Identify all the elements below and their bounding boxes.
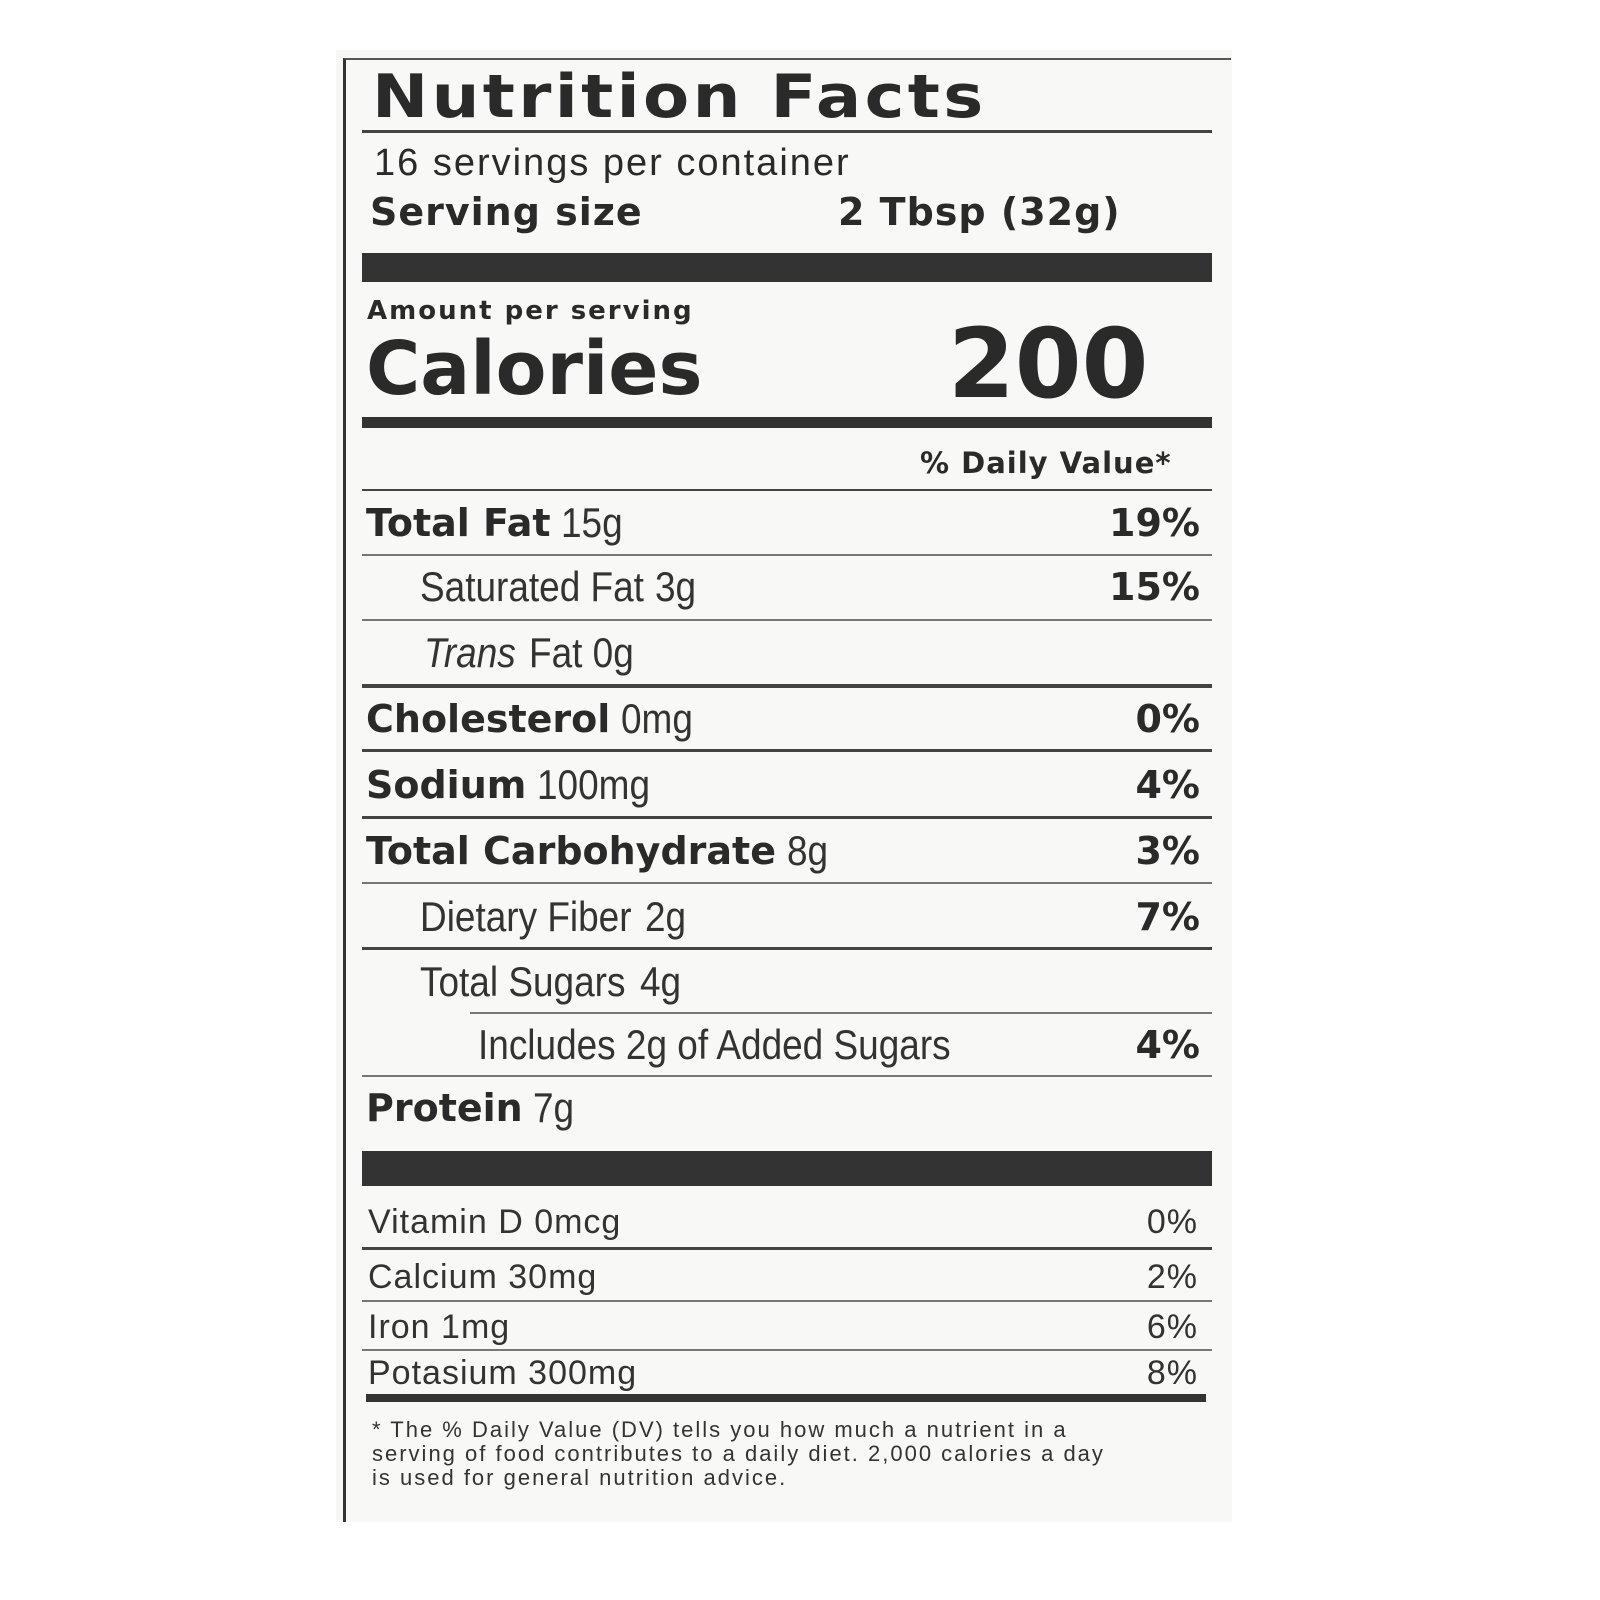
label-title: Nutrition Facts xyxy=(372,62,987,132)
nutrient-row-total-sugars: Total Sugars 4g xyxy=(420,957,1200,1007)
divider xyxy=(362,882,1212,884)
nutrient-amount: 4g xyxy=(640,958,682,1005)
nutrient-name: Includes 2g of Added Sugars xyxy=(478,1021,951,1068)
nutrient-row-trans-fat: Trans Fat 0g xyxy=(424,628,1200,678)
divider xyxy=(362,619,1212,621)
nutrient-amount: 100mg xyxy=(536,761,650,808)
nutrient-row-total-carbohydrate: Total Carbohydrate 8g 3% xyxy=(366,826,1200,876)
nutrient-row-cholesterol: Cholesterol 0mg 0% xyxy=(366,694,1200,744)
nutrient-dv: 7% xyxy=(1135,895,1200,939)
divider xyxy=(362,489,1212,491)
divider xyxy=(362,684,1212,688)
divider xyxy=(362,130,1212,133)
nutrient-amount: 0mg xyxy=(620,695,693,742)
thick-divider xyxy=(362,253,1212,282)
nutrient-amount: 2g xyxy=(644,893,687,940)
divider xyxy=(362,1247,1212,1250)
nutrient-name: Dietary Fiber xyxy=(420,893,632,940)
footnote: * The % Daily Value (DV) tells you how m… xyxy=(372,1417,1105,1490)
vitamin-row: Potasium 300mg 8% xyxy=(368,1354,1198,1393)
medium-divider xyxy=(362,417,1212,428)
calories-label: Calories xyxy=(366,326,703,412)
divider xyxy=(362,947,1212,950)
nutrient-dv: 19% xyxy=(1109,501,1200,545)
nutrient-dv: 4% xyxy=(1135,763,1200,807)
nutrient-name: Trans xyxy=(424,629,516,676)
divider xyxy=(362,749,1212,752)
nutrient-name: Saturated Fat xyxy=(420,563,644,610)
nutrient-name: Sodium xyxy=(366,763,527,807)
nutrition-facts-panel xyxy=(343,58,1231,1522)
nutrient-row-protein: Protein 7g xyxy=(366,1083,1200,1133)
serving-size-value: 2 Tbsp (32g) xyxy=(838,190,1121,234)
vitamin-row: Iron 1mg 6% xyxy=(368,1308,1198,1347)
nutrient-name: Total Carbohydrate xyxy=(366,829,776,873)
nutrient-name: Protein xyxy=(366,1086,523,1130)
nutrient-row-dietary-fiber: Dietary Fiber 2g 7% xyxy=(420,892,1200,942)
divider xyxy=(362,816,1212,819)
vitamin-dv: 8% xyxy=(1146,1354,1198,1392)
nutrient-dv: 3% xyxy=(1135,829,1200,873)
nutrient-row-saturated-fat: Saturated Fat 3g 15% xyxy=(420,562,1200,612)
daily-value-header: % Daily Value* xyxy=(920,446,1172,480)
vitamin-name: Potasium 300mg xyxy=(368,1354,638,1392)
nutrient-amount: 8g xyxy=(786,827,828,874)
nutrient-amount: 15g xyxy=(561,499,623,546)
nutrient-amount: Fat 0g xyxy=(528,629,634,676)
vitamin-name: Calcium 30mg xyxy=(368,1258,598,1296)
vitamin-name: Iron 1mg xyxy=(368,1308,511,1346)
vitamin-row: Calcium 30mg 2% xyxy=(368,1258,1198,1297)
vitamin-name: Vitamin D 0mcg xyxy=(368,1203,622,1241)
servings-per-container: 16 servings per container xyxy=(374,142,851,184)
nutrient-name: Cholesterol xyxy=(366,697,611,741)
thick-divider xyxy=(362,1151,1212,1186)
nutrient-dv: 15% xyxy=(1109,565,1200,609)
nutrient-amount: 7g xyxy=(533,1084,575,1131)
vitamin-row: Vitamin D 0mcg 0% xyxy=(368,1203,1198,1242)
nutrient-row-added-sugars: Includes 2g of Added Sugars 4% xyxy=(478,1020,1200,1070)
nutrient-amount: 3g xyxy=(655,563,697,610)
vitamin-dv: 0% xyxy=(1146,1203,1198,1241)
divider xyxy=(362,1300,1212,1302)
nutrient-name: Total Sugars xyxy=(420,958,626,1005)
nutrient-dv: 4% xyxy=(1135,1023,1200,1067)
calories-value: 200 xyxy=(948,308,1149,420)
nutrient-row-total-fat: Total Fat 15g 19% xyxy=(366,498,1200,548)
amount-per-serving: Amount per serving xyxy=(367,296,694,326)
vitamin-dv: 2% xyxy=(1146,1258,1198,1296)
serving-size-label: Serving size xyxy=(370,190,643,234)
divider xyxy=(362,1075,1212,1077)
nutrient-row-sodium: Sodium 100mg 4% xyxy=(366,760,1200,810)
divider xyxy=(470,1012,1212,1014)
vitamin-dv: 6% xyxy=(1146,1308,1198,1346)
nutrient-name: Total Fat xyxy=(366,501,551,545)
nutrient-dv: 0% xyxy=(1135,697,1200,741)
medium-divider xyxy=(366,1394,1206,1402)
divider xyxy=(362,1349,1212,1351)
divider xyxy=(362,554,1212,556)
